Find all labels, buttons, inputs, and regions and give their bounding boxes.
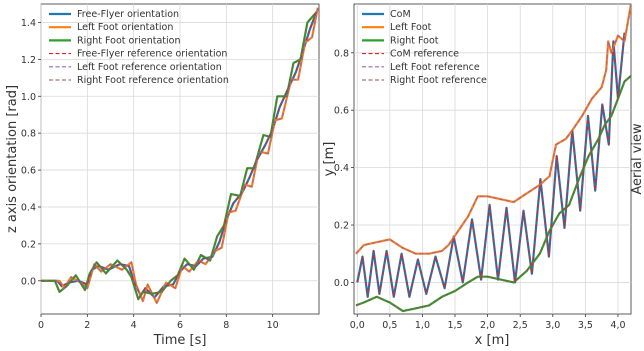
legend-label-aerial-4: Left Foot reference [390, 62, 480, 73]
aerial-chart: 0,0 0,5 1,0 1,5 2,0 2,5 3,0 3,5 4,0 0.0 0.2 0.4 0.6 0… [322, 3, 644, 348]
legend-label-orientation-2: Right Foot orientation [77, 35, 181, 46]
ticks-aerial: 0,0 0,5 1,0 1,5 2,0 2,5 3,0 3,5 4,0 0.0 0.2 0.4 0.6 0… [334, 48, 626, 331]
x-tick-label-aerial-7: 3,5 [578, 320, 593, 331]
legend-label-aerial-0: CoM [390, 9, 411, 20]
y-tick-label-aerial-1: 0.2 [334, 221, 349, 232]
series-line-aerial-5 [355, 75, 631, 312]
legend-label-aerial-2: Right Foot [390, 35, 439, 46]
legend-label-orientation-1: Left Foot orientation [77, 22, 173, 33]
y-tick-label-orientation-6: 1.2 [21, 55, 36, 66]
aerial-view-label: Aerial view [630, 123, 644, 195]
series-line-orientation-3 [41, 11, 318, 298]
y-tick-label-aerial-0: 0.0 [334, 278, 349, 289]
x-tick-label-aerial-2: 1,0 [415, 320, 430, 331]
x-axis-label-orientation: Time [s] [153, 333, 207, 348]
series-line-orientation-4 [41, 7, 319, 304]
series-line-aerial-4 [355, 4, 631, 255]
legend-aerial: CoM Left Foot Right Foot CoM reference Left … [362, 9, 487, 86]
y-tick-label-orientation-7: 1.4 [21, 18, 36, 29]
x-tick-label-aerial-4: 2,0 [480, 320, 495, 331]
legend-label-aerial-5: Right Foot reference [390, 75, 487, 86]
x-tick-label-aerial-5: 2,5 [513, 320, 528, 331]
x-tick-label-orientation-0: 0 [38, 320, 44, 331]
legend-label-orientation-0: Free-Flyer orientation [77, 9, 179, 20]
x-tick-label-aerial-8: 4,0 [610, 320, 625, 331]
y-tick-label-aerial-3: 0.6 [334, 106, 349, 117]
x-tick-label-aerial-1: 0,5 [382, 320, 397, 331]
x-tick-label-orientation-1: 2 [84, 320, 90, 331]
ticks-orientation: 0 2 4 6 8 10 0.0 0.2 0.4 0.6 0.8 1.0 1.2 1.4 [21, 18, 279, 331]
x-tick-label-orientation-5: 10 [267, 320, 279, 331]
x-tick-label-aerial-6: 3,0 [545, 320, 560, 331]
series-group-aerial [355, 4, 631, 313]
x-tick-label-orientation-4: 8 [223, 320, 229, 331]
x-tick-label-orientation-2: 4 [131, 320, 137, 331]
legend-label-orientation-4: Left Foot reference orientation [77, 62, 222, 73]
y-tick-label-aerial-2: 0.4 [334, 163, 349, 174]
legend-label-orientation-3: Free-Flyer reference orientation [77, 49, 227, 60]
y-tick-label-aerial-4: 0.8 [334, 48, 349, 59]
y-tick-label-orientation-5: 1.0 [21, 92, 36, 103]
legend-orientation: Free-Flyer orientation Left Foot orientat… [49, 9, 229, 86]
grid-orientation [40, 4, 319, 314]
legend-label-aerial-1: Left Foot [390, 22, 432, 33]
series-line-aerial-3 [356, 32, 626, 298]
x-tick-label-aerial-3: 1,5 [447, 320, 462, 331]
y-tick-label-orientation-4: 0.8 [21, 129, 36, 140]
x-axis-label-aerial: x [m] [475, 333, 510, 348]
x-tick-label-orientation-3: 6 [177, 320, 183, 331]
y-tick-label-orientation-1: 0.2 [21, 239, 36, 250]
y-tick-label-orientation-3: 0.6 [21, 166, 36, 177]
legend-label-orientation-5: Right Foot reference orientation [77, 75, 229, 86]
y-tick-label-orientation-0: 0.0 [21, 276, 36, 287]
y-tick-label-orientation-2: 0.4 [21, 202, 36, 213]
series-group-orientation [41, 7, 319, 304]
y-axis-label-orientation: z axis orientation [rad] [5, 85, 20, 233]
x-tick-label-aerial-0: 0,0 [350, 320, 365, 331]
series-line-orientation-5 [41, 12, 316, 300]
legend-label-aerial-3: CoM reference [390, 49, 459, 60]
orientation-chart: 0 2 4 6 8 10 0.0 0.2 0.4 0.6 0.8 1.0 1.2 1.4 Time [s]… [5, 3, 320, 348]
y-axis-label-aerial: y [m] [322, 142, 337, 177]
